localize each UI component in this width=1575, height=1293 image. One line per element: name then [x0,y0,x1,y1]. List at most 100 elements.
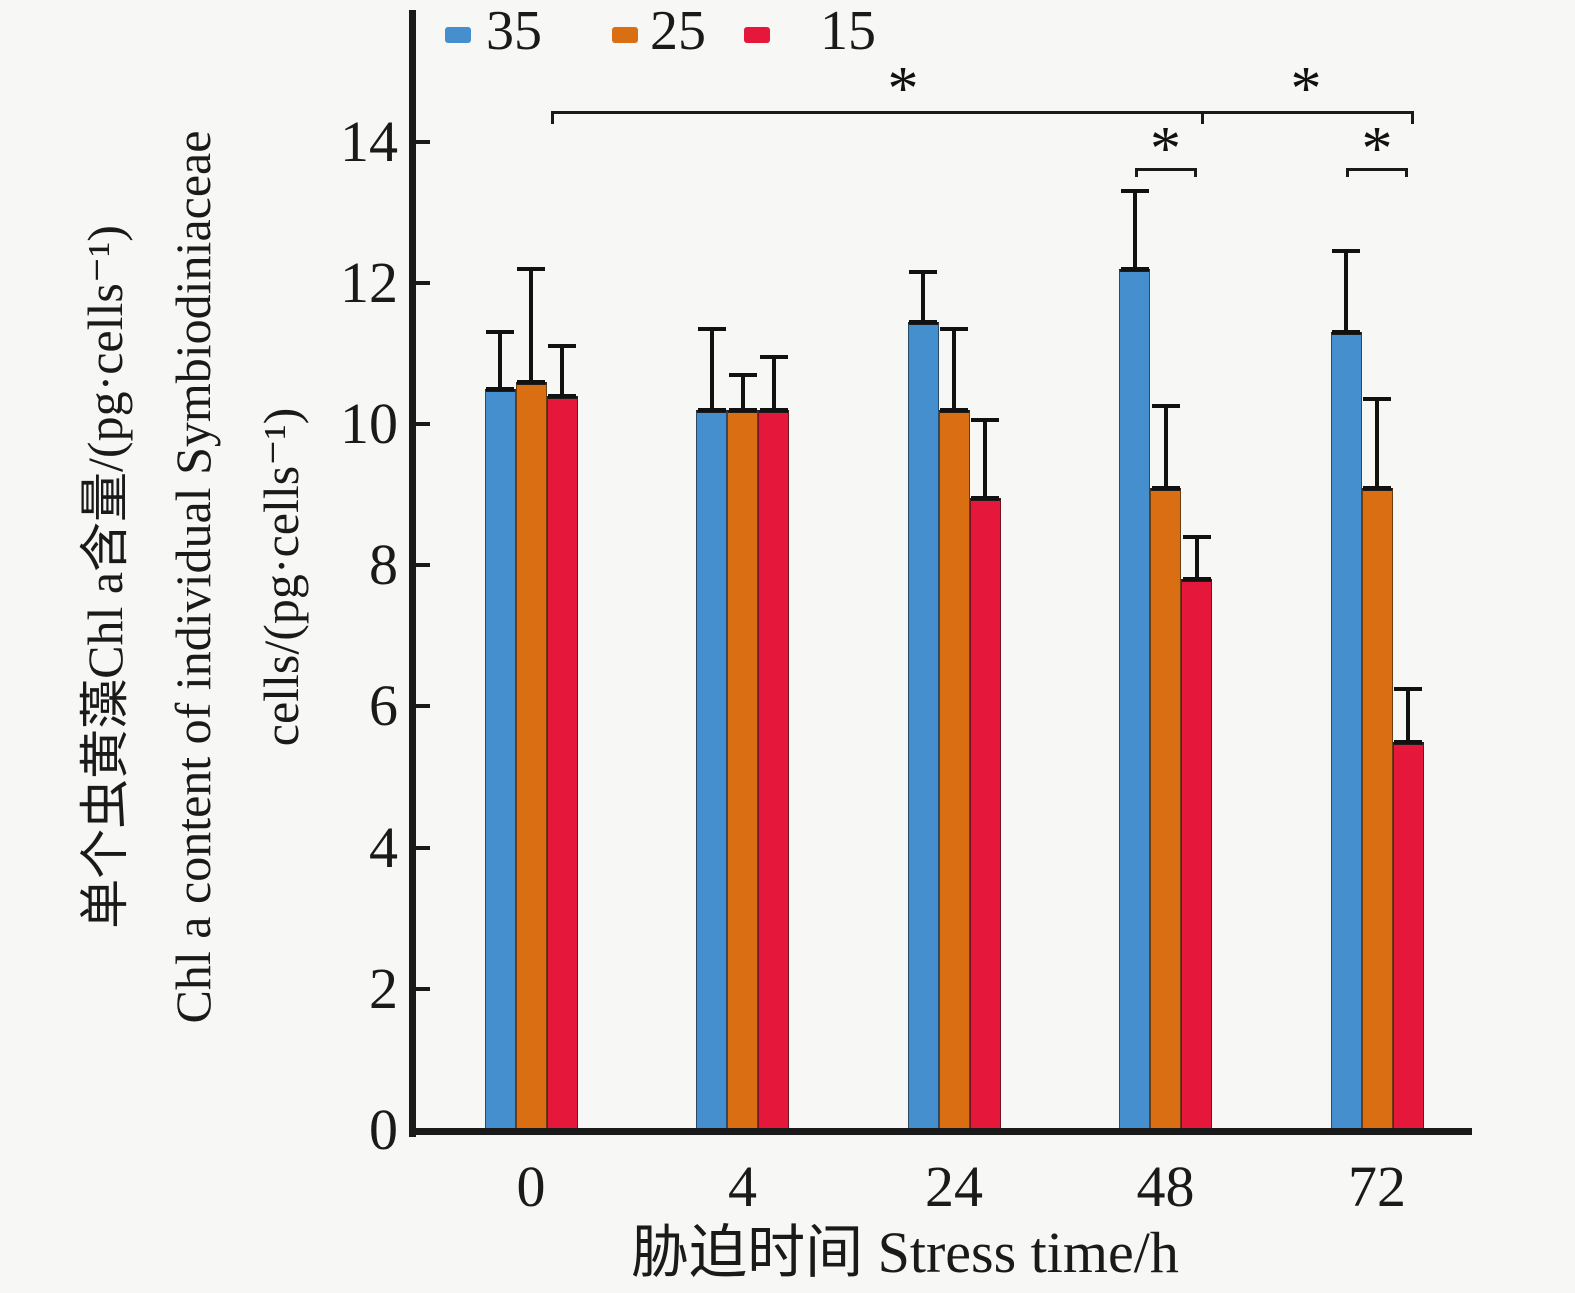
y-axis-tick [416,422,430,426]
bar-15-24 [969,498,1001,1133]
y-axis-tick [416,280,430,285]
y-axis-tick [416,139,430,144]
bar-25-0 [515,381,547,1133]
significance-bracket [1134,168,1197,171]
y-axis-title-line-en: Chl a content of individual Symbiodiniac… [165,130,221,1024]
x-axis-title: 胁迫时间 Stress time/h [631,1220,1179,1285]
bar-35-0 [484,388,516,1133]
significance-bracket-tick [1193,168,1197,177]
error-bar-cap-bottom [759,407,788,412]
legend-swatch-25 [612,27,638,43]
error-bar-cap-top [1120,189,1149,194]
error-bar-cap-top [728,372,757,377]
significance-bracket-tick [1346,168,1349,177]
significance-asterisk: * [1361,115,1393,183]
significance-asterisk: * [1150,115,1181,183]
error-bar-cap-top [971,418,999,423]
bar-25-72 [1361,487,1393,1133]
bar-35-72 [1330,332,1362,1133]
error-bar-cap-bottom [940,407,968,412]
bar-35-24 [907,321,939,1133]
y-tick-label-14: 14 [340,108,398,174]
error-bar [1163,406,1168,488]
y-axis-tick [416,986,430,991]
error-bar-cap-bottom [1120,266,1149,271]
significance-line-tick [1201,111,1204,124]
significance-asterisk: * [887,55,919,123]
bar-15-4 [758,409,789,1133]
y-axis-tick [416,704,430,709]
error-bar-cap-top [1151,404,1180,409]
y-tick-label-10: 10 [340,391,398,456]
bar-35-48 [1119,268,1150,1133]
y-tick-label-8: 8 [369,532,398,598]
y-axis-tick [416,563,430,568]
legend-swatch-35 [445,27,471,43]
bar-15-72 [1392,741,1424,1133]
error-bar [560,346,564,396]
error-bar [498,332,502,389]
error-bar [983,420,987,499]
error-bar [1194,536,1199,580]
legend-label-25: 25 [650,0,706,62]
legend-label-15: 15 [820,0,876,62]
error-bar-cap-bottom [1182,577,1211,582]
significance-bracket [1346,168,1408,171]
legend-swatch-15 [744,27,770,43]
error-bar [771,356,776,410]
error-bar-cap-bottom [1151,485,1180,490]
error-bar-cap-top [940,326,968,331]
error-bar-cap-bottom [971,496,999,501]
significance-line [551,111,1201,114]
y-tick-label-0: 0 [369,1097,398,1162]
error-bar-cap-bottom [517,379,545,384]
significance-line [1201,111,1411,114]
error-bar [740,374,745,410]
error-bar-cap-bottom [697,407,726,412]
error-bar-cap-bottom [486,386,514,391]
error-bar-cap-top [697,326,726,331]
bar-15-48 [1181,579,1212,1133]
x-tick-label-72: 72 [1348,1154,1406,1219]
error-bar [921,272,925,322]
error-bar-cap-bottom [1394,739,1422,744]
significance-bracket-tick [1405,168,1408,177]
x-tick-label-24: 24 [925,1154,983,1219]
bar-25-48 [1150,487,1181,1133]
legend-label-35: 35 [486,0,542,62]
significance-line-tick [551,111,554,124]
x-axis-spine [409,1128,1472,1135]
error-bar-cap-bottom [1363,485,1391,490]
error-bar-cap-bottom [909,319,937,324]
y-axis-title-line-cn: 单个虫黄藻Chl a含量/(pg·cells⁻¹) [77,225,133,929]
error-bar-cap-top [486,330,514,335]
y-axis-spine [409,10,416,1137]
error-bar-cap-top [1394,686,1422,691]
y-axis-tick [416,845,430,850]
error-bar-cap-bottom [1332,330,1360,335]
y-tick-label-6: 6 [369,673,398,739]
significance-line-tick [1411,111,1414,124]
bar-15-0 [546,395,578,1133]
error-bar-cap-bottom [728,407,757,412]
significance-bracket-tick [1134,168,1138,177]
error-bar [529,268,533,382]
error-bar [952,328,956,410]
error-bar-cap-top [759,354,788,359]
x-tick-label-48: 48 [1136,1154,1195,1219]
y-tick-label-12: 12 [340,249,398,315]
x-tick-label-0: 0 [516,1154,546,1219]
error-bar [1406,688,1410,742]
bar-35-4 [696,409,727,1133]
error-bar [1344,251,1348,333]
bar-25-24 [938,409,970,1133]
bar-25-4 [727,409,758,1133]
error-bar-cap-bottom [548,393,576,398]
error-bar [1132,191,1137,269]
error-bar [1375,399,1379,488]
error-bar-cap-top [548,344,576,349]
error-bar [709,328,714,410]
error-bar-cap-top [1363,397,1391,402]
error-bar-cap-top [1332,249,1360,254]
